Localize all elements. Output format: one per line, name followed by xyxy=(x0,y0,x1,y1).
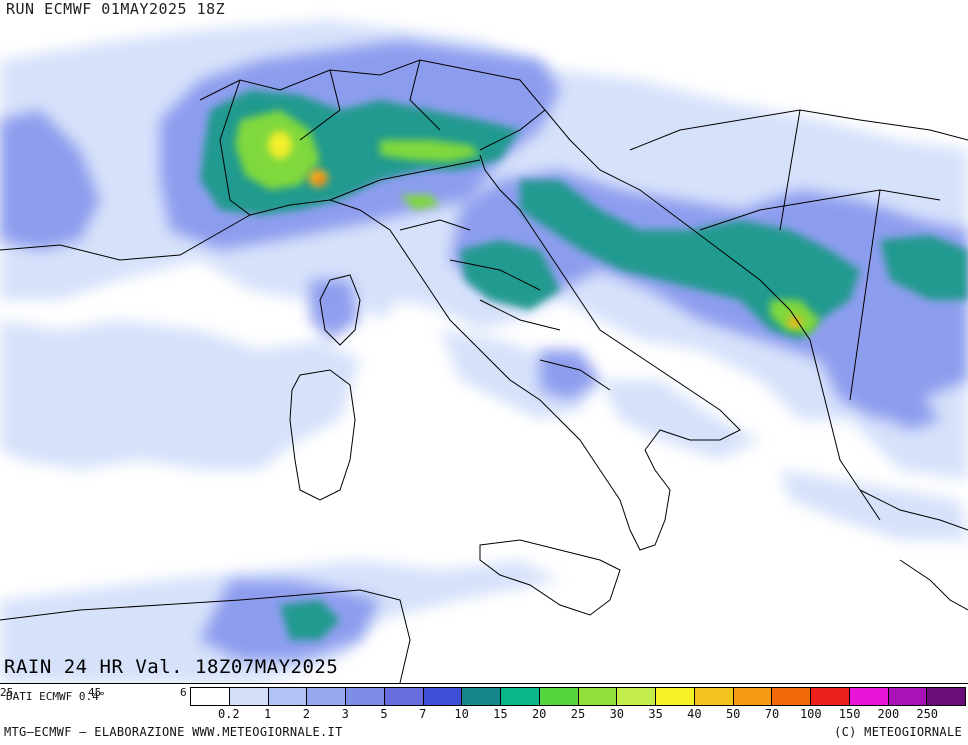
legend-threshold-label: 15 xyxy=(493,707,508,721)
legend-swatch xyxy=(578,688,618,705)
legend-swatch xyxy=(539,688,579,705)
legend-threshold-label: 250 xyxy=(916,707,939,721)
legend-threshold-label: 200 xyxy=(877,707,900,721)
legend-swatch xyxy=(346,688,385,705)
legend-threshold-label: 0.2 xyxy=(217,707,240,721)
precipitation-color-legend xyxy=(190,687,966,706)
country-borders xyxy=(0,59,968,683)
legend-threshold-label: 25 xyxy=(570,707,586,721)
info-tick-25: 25 xyxy=(0,686,14,699)
copyright-footer: (C) METEOGIORNALE xyxy=(834,725,962,739)
legend-swatch xyxy=(384,688,424,705)
legend-threshold-label: 150 xyxy=(838,707,861,721)
legend-swatch xyxy=(307,688,346,705)
legend-threshold-label: 100 xyxy=(799,707,822,721)
legend-swatch xyxy=(501,688,540,705)
precip-extreme-layer xyxy=(268,131,802,328)
legend-swatch xyxy=(927,688,965,705)
legend-divider xyxy=(0,683,968,684)
legend-threshold-label: 10 xyxy=(454,707,469,721)
legend-swatch xyxy=(229,688,269,705)
info-tick-45: 45 xyxy=(88,686,102,699)
legend-swatch xyxy=(656,688,695,705)
legend-swatch xyxy=(772,688,811,705)
model-run-label: RUN ECMWF 01MAY2025 18Z xyxy=(4,0,228,18)
data-info: 25 DATI ECMWF 0.4° 45 6 xyxy=(0,686,190,704)
legend-swatch xyxy=(733,688,773,705)
legend-swatch xyxy=(888,688,928,705)
legend-swatch xyxy=(849,688,889,705)
legend-threshold-label: 30 xyxy=(609,707,625,721)
legend-labels: 0.2 1 2 3 5 7 10 15 20 25 30 35 40 50 70 100 150 200 250 xyxy=(190,707,966,723)
legend-swatch xyxy=(423,688,463,705)
legend-swatch xyxy=(191,688,230,705)
legend-threshold-label: 70 xyxy=(764,707,780,721)
legend-threshold-label: 35 xyxy=(648,707,663,721)
legend-threshold-label: 3 xyxy=(341,707,349,721)
legend-threshold-label: 50 xyxy=(725,707,741,721)
legend-threshold-label: 7 xyxy=(419,707,427,721)
legend-swatch xyxy=(268,688,308,705)
legend-swatch xyxy=(694,688,734,705)
legend-threshold-label: 2 xyxy=(302,707,311,721)
precipitation-map xyxy=(0,20,968,683)
data-source-label: DATI ECMWF 0.4° xyxy=(6,690,106,703)
info-tick-6: 6 xyxy=(180,686,187,699)
credit-footer: MTG–ECMWF – ELABORAZIONE WWW.METEOGIORNA… xyxy=(4,725,343,739)
legend-threshold-label: 5 xyxy=(380,707,388,721)
map-title: RAIN 24 HR Val. 18Z07MAY2025 xyxy=(4,656,339,678)
legend-threshold-label: 40 xyxy=(687,707,702,721)
legend-swatch xyxy=(617,688,656,705)
legend-swatch xyxy=(811,688,850,705)
legend-threshold-label: 1 xyxy=(263,707,272,721)
legend-swatch xyxy=(462,688,501,705)
legend-threshold-label: 20 xyxy=(531,707,547,721)
